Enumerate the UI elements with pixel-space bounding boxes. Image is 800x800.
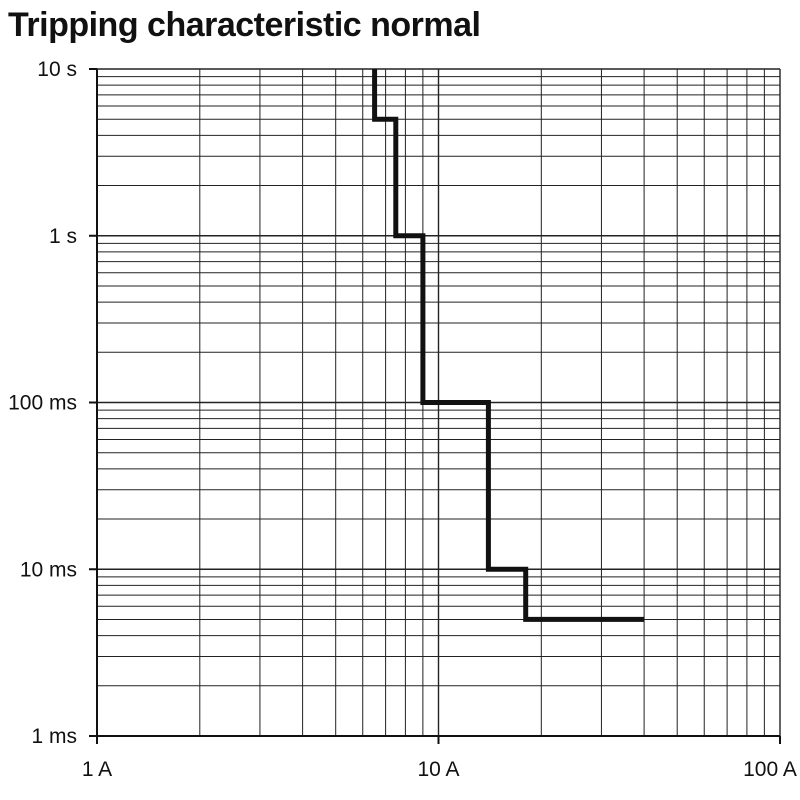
y-tick-label: 1 ms	[31, 725, 77, 748]
y-tick-label: 1 s	[49, 225, 77, 248]
chart-title: Tripping characteristic normal	[8, 6, 481, 44]
chart-tick-labels: 10 s 1 s 100 ms 10 ms 1 ms1 A 10 A 100 A	[8, 58, 797, 781]
tripping-curve-line	[372, 69, 645, 622]
x-tick-label: 10 A	[417, 758, 459, 781]
chart-series	[372, 69, 645, 622]
y-tick-label: 10 ms	[20, 558, 77, 581]
y-tick-label: 100 ms	[8, 392, 77, 415]
x-tick-label: 1 A	[82, 758, 112, 781]
y-tick-label: 10 s	[37, 58, 77, 81]
chart-axes	[89, 68, 781, 744]
x-tick-label: 100 A	[743, 758, 797, 781]
